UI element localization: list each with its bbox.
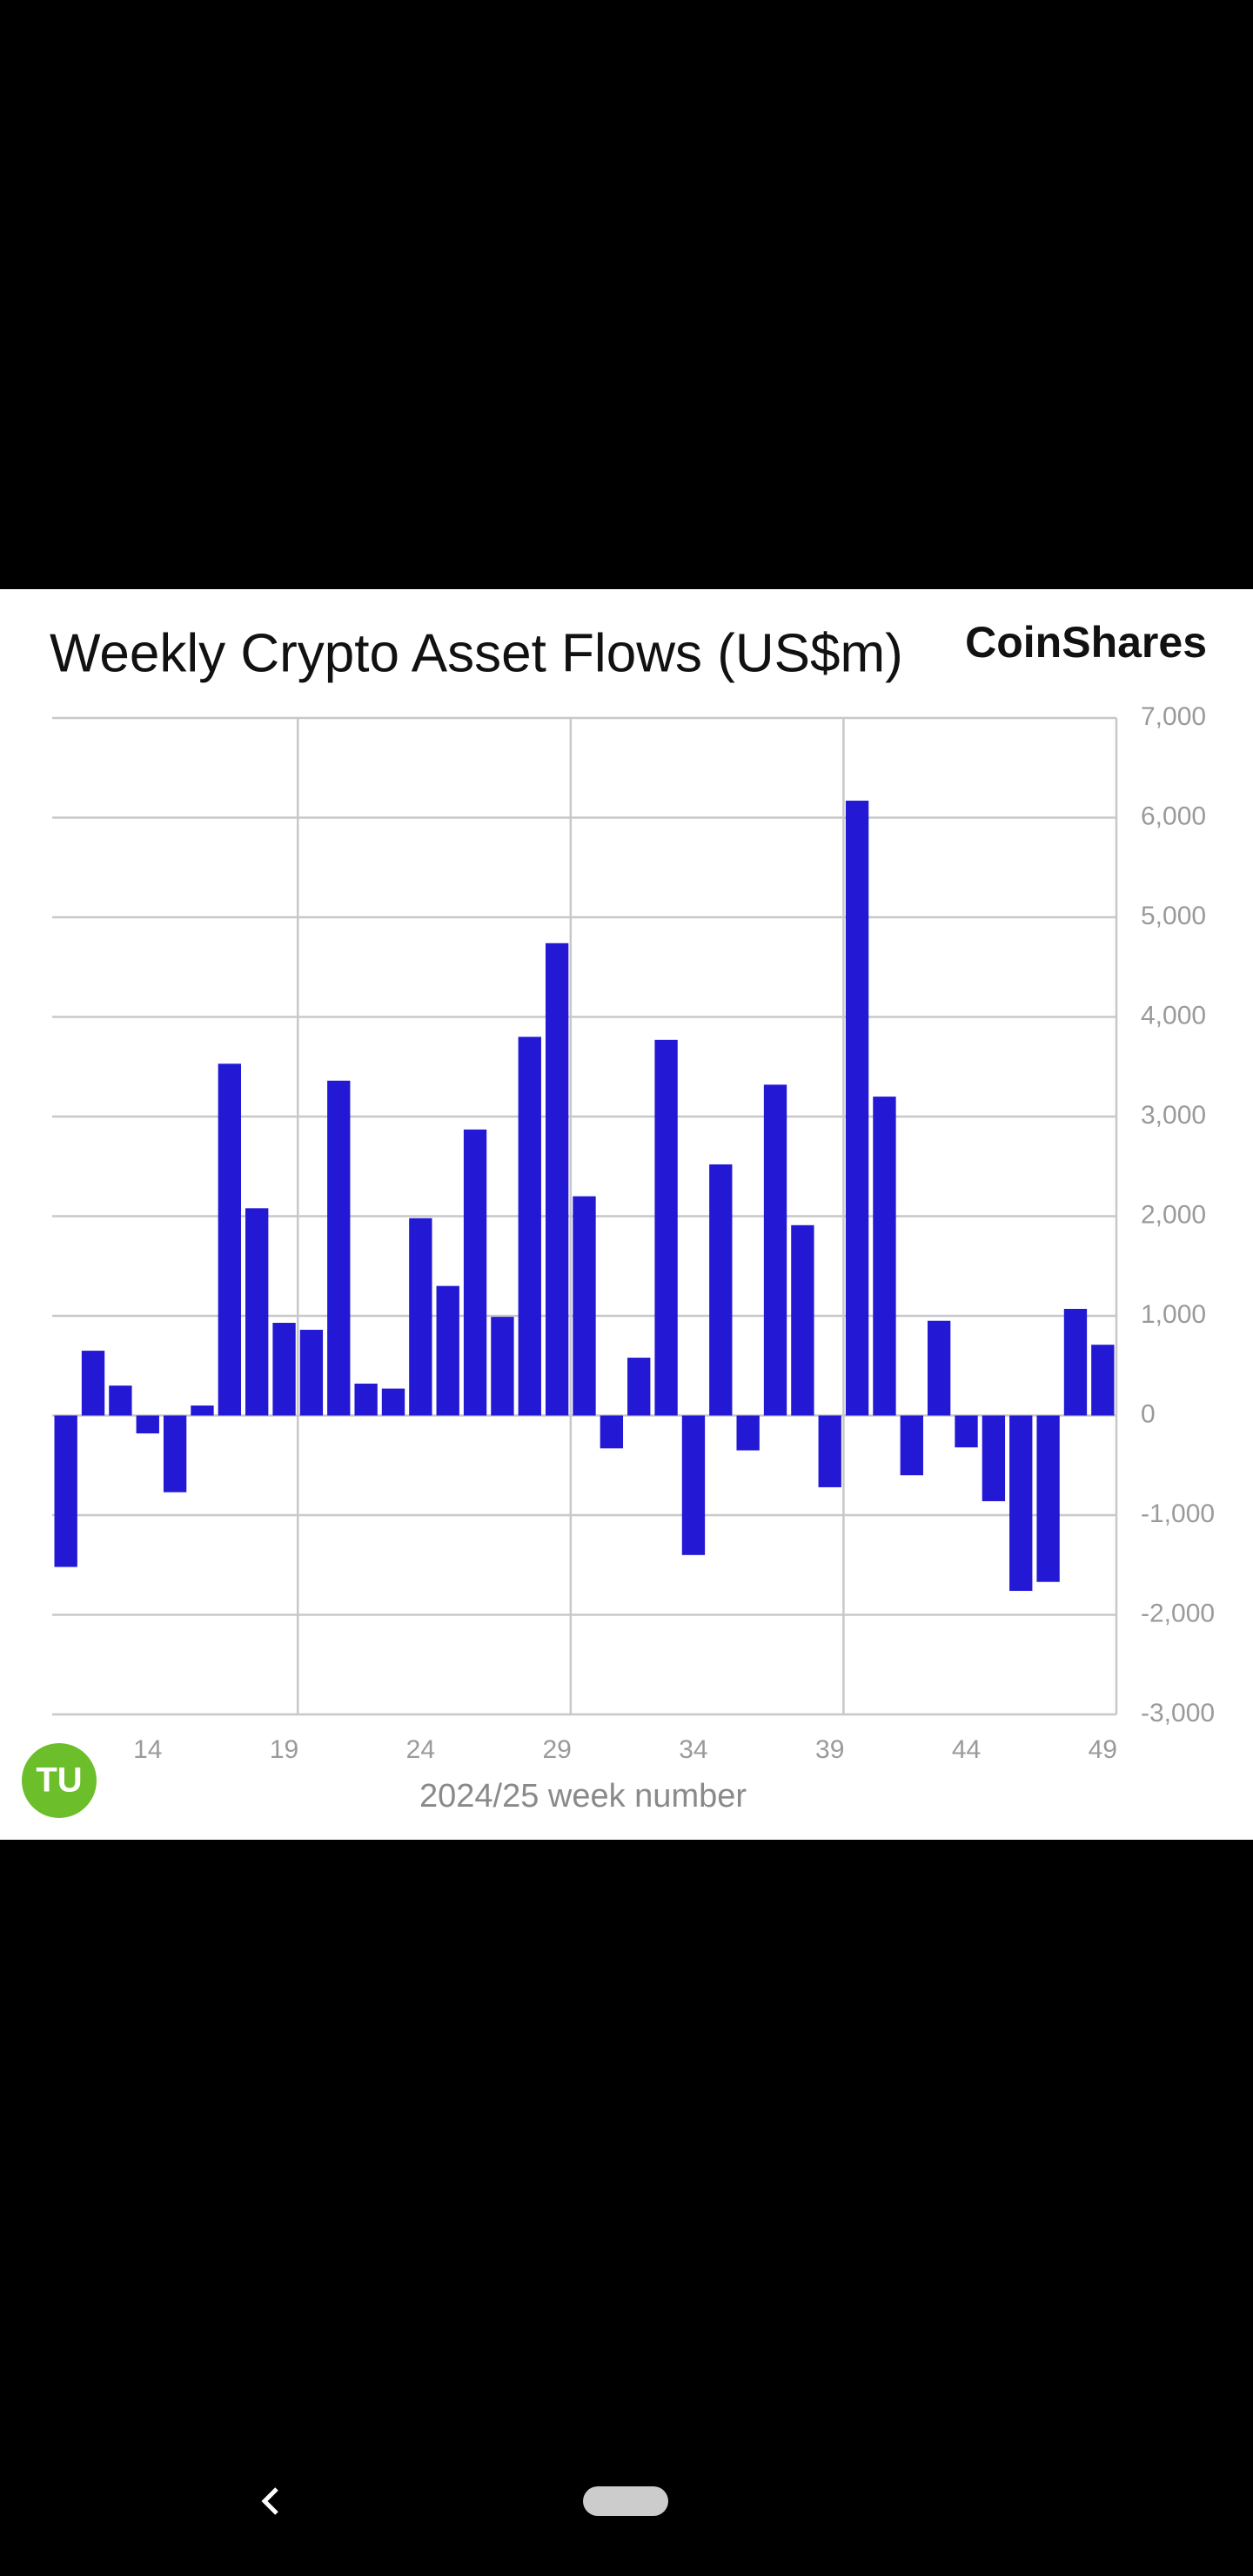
- plot: -3,000 -2,000 -1,000 0 1,000 2,000 3,000 4,000 5…: [52, 702, 1215, 1764]
- bar: [545, 943, 569, 1416]
- bar: [736, 1415, 760, 1451]
- bar: [245, 1208, 269, 1416]
- bar: [491, 1317, 514, 1416]
- y-tick-label: 5,000: [1141, 902, 1206, 930]
- y-tick-label: 7,000: [1141, 702, 1206, 731]
- bar: [791, 1224, 814, 1416]
- bar: [463, 1129, 487, 1416]
- bar: [927, 1320, 951, 1416]
- y-tick-label: 4,000: [1141, 1001, 1206, 1030]
- bar: [436, 1285, 459, 1416]
- bar: [409, 1218, 432, 1416]
- brand: CoinShares: [965, 618, 1207, 667]
- y-tick-label: 6,000: [1141, 802, 1206, 830]
- bar: [354, 1383, 378, 1416]
- bar: [681, 1415, 706, 1555]
- bar: [1009, 1415, 1033, 1592]
- y-tick-label: 0: [1141, 1399, 1156, 1428]
- x-tick-label: 49: [1089, 1735, 1117, 1764]
- bar: [327, 1080, 351, 1416]
- bar: [845, 801, 869, 1416]
- bar: [1063, 1308, 1088, 1416]
- y-tick-label: 3,000: [1141, 1101, 1206, 1130]
- bar: [518, 1036, 541, 1416]
- bar: [573, 1196, 596, 1416]
- x-tick-label: 24: [406, 1735, 435, 1764]
- chart-card: [0, 589, 1253, 1840]
- bar: [191, 1405, 214, 1416]
- bar: [818, 1415, 841, 1487]
- bar: [1036, 1415, 1060, 1582]
- bar: [600, 1415, 624, 1449]
- logo-text: TU: [36, 1761, 82, 1800]
- x-tick-label: 34: [679, 1735, 707, 1764]
- bar: [81, 1351, 105, 1416]
- bar: [381, 1388, 405, 1416]
- nav-home[interactable]: [583, 2486, 668, 2516]
- bar: [982, 1415, 1006, 1501]
- y-tick-label: -2,000: [1141, 1599, 1215, 1627]
- bar: [955, 1415, 978, 1448]
- bar: [627, 1358, 651, 1416]
- x-tick-label: 44: [952, 1735, 981, 1764]
- y-tick-label: -3,000: [1141, 1699, 1215, 1727]
- y-tick-label: 2,000: [1141, 1200, 1206, 1229]
- bar: [218, 1063, 242, 1416]
- logo-circle: [22, 1743, 97, 1818]
- x-axis-title: 2024/25 week number: [419, 1778, 747, 1815]
- bar: [163, 1415, 187, 1493]
- x-tick-label: 39: [815, 1735, 844, 1764]
- bar: [299, 1330, 324, 1416]
- bar: [109, 1385, 132, 1416]
- y-tick-label: -1,000: [1141, 1499, 1215, 1528]
- nav-back[interactable]: [261, 2487, 278, 2515]
- bar: [763, 1084, 787, 1416]
- bar: [136, 1415, 159, 1434]
- bar: [54, 1415, 77, 1567]
- chart-title: Weekly Crypto Asset Flows (US$m): [50, 623, 903, 683]
- x-tick-label: 29: [542, 1735, 571, 1764]
- bar: [654, 1039, 678, 1416]
- bar: [709, 1164, 733, 1416]
- y-tick-label: 1,000: [1141, 1300, 1206, 1329]
- x-tick-label: 19: [270, 1735, 298, 1764]
- bar: [873, 1097, 896, 1416]
- bar: [900, 1415, 923, 1476]
- bar: [1091, 1345, 1115, 1416]
- x-tick-label: 14: [133, 1735, 162, 1764]
- bar: [272, 1323, 296, 1416]
